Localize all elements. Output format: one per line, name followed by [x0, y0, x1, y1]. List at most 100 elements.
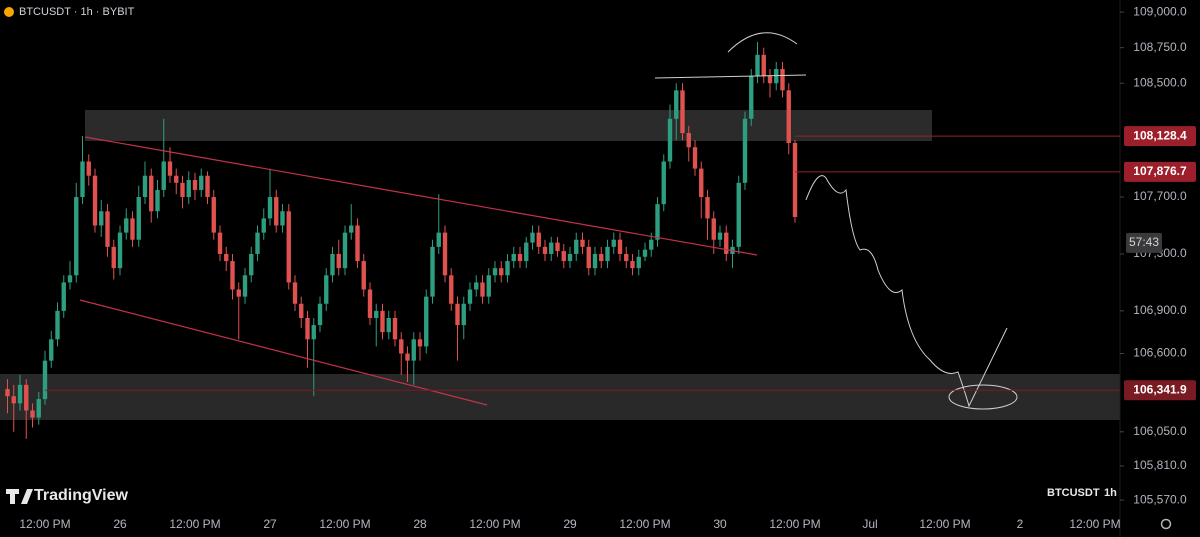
- candle-body: [686, 133, 691, 148]
- candle-body: [474, 282, 479, 290]
- candle-body: [786, 90, 791, 143]
- candle-body: [380, 310, 385, 333]
- price-label-box: [1124, 161, 1196, 182]
- candle-body: [580, 239, 585, 247]
- support-zone: [0, 374, 1120, 420]
- candle-body: [92, 175, 98, 226]
- brand-logo: TradingView: [6, 487, 129, 504]
- candle-body: [274, 197, 279, 226]
- y-tick-label: 105,810.0: [1133, 458, 1187, 472]
- candle-body: [667, 118, 673, 162]
- drawing-line: [654, 74, 807, 79]
- candle-body: [680, 90, 685, 134]
- x-tick-label: 12:00 PM: [319, 517, 370, 531]
- candle-body: [174, 175, 179, 183]
- candle-body: [692, 147, 698, 169]
- trendline: [79, 299, 488, 406]
- candle-body: [774, 69, 779, 84]
- candle-body: [161, 161, 166, 190]
- candle-body: [86, 161, 91, 176]
- settings-icon[interactable]: [1160, 518, 1172, 530]
- candle-body: [155, 189, 160, 212]
- candle-body: [492, 268, 498, 276]
- candle-body: [742, 118, 748, 183]
- candle-body: [411, 339, 416, 361]
- candle-body: [217, 232, 223, 254]
- candle-body: [199, 175, 204, 190]
- candle-body: [255, 232, 260, 254]
- candle-body: [499, 268, 504, 276]
- candle-body: [305, 317, 310, 340]
- candle-body: [242, 275, 248, 297]
- candle-body: [699, 168, 704, 198]
- candle-body: [317, 303, 323, 326]
- x-tick-label: 12:00 PM: [469, 517, 520, 531]
- candle-body: [486, 275, 491, 297]
- price-label-box: [1124, 126, 1196, 147]
- y-tick-label: 108,500.0: [1133, 75, 1187, 89]
- candle-body: [467, 289, 473, 304]
- x-tick-label: 2: [1017, 517, 1024, 531]
- candle-body: [674, 90, 679, 119]
- candle-body: [386, 317, 391, 333]
- candle-body: [330, 253, 335, 276]
- x-tick-label: 30: [713, 517, 727, 531]
- candle-body: [749, 76, 754, 119]
- candle-body: [586, 246, 591, 269]
- x-tick-label: 12:00 PM: [169, 517, 220, 531]
- candle-body: [11, 396, 16, 404]
- candle-body: [405, 353, 410, 361]
- candle-body: [717, 232, 723, 240]
- x-tick-label: 12:00 PM: [919, 517, 970, 531]
- countdown: 57:43: [1129, 235, 1159, 249]
- x-tick-label: 12:00 PM: [769, 517, 820, 531]
- candle-body: [630, 261, 635, 269]
- countdown-box: [1126, 232, 1162, 253]
- y-tick-label: 108,750.0: [1133, 40, 1187, 54]
- candle-body: [711, 218, 716, 240]
- candle-body: [461, 303, 466, 326]
- chart-title: BTCUSDT · 1h · BYBIT: [19, 6, 135, 18]
- candle-body: [30, 410, 35, 418]
- candle-body: [780, 69, 785, 91]
- y-tick-label: 106,050.0: [1133, 424, 1187, 438]
- candle-body: [542, 246, 548, 254]
- price-label-box: [1124, 380, 1196, 401]
- candle-body: [374, 310, 379, 318]
- candles: [5, 41, 798, 439]
- candle-body: [17, 384, 23, 404]
- candle-body: [592, 253, 598, 269]
- x-tick-label: 27: [263, 517, 277, 531]
- candle-body: [430, 246, 435, 297]
- candle-body: [724, 232, 729, 254]
- x-tick-label: 29: [563, 517, 577, 531]
- candle-body: [505, 261, 510, 276]
- candle-body: [61, 282, 66, 311]
- candle-body: [561, 251, 566, 262]
- candle-body: [224, 253, 229, 262]
- candle-body: [574, 239, 579, 254]
- candle-body: [186, 179, 191, 198]
- candle-body: [249, 253, 254, 276]
- price-label: 108,128.4: [1133, 128, 1187, 142]
- x-tick-label: 26: [113, 517, 127, 531]
- candle-body: [436, 232, 441, 247]
- price-label: 106,341.9: [1133, 382, 1187, 396]
- x-tick-label: 12:00 PM: [619, 517, 670, 531]
- drawing-arc: [727, 32, 798, 53]
- candle-body: [117, 232, 123, 269]
- candle-body: [211, 197, 216, 233]
- candle-body: [349, 225, 354, 233]
- candle-body: [180, 182, 185, 198]
- candle-body: [549, 242, 554, 254]
- candle-body: [555, 242, 560, 252]
- price-label: 107,876.7: [1133, 164, 1187, 178]
- trendline: [84, 136, 758, 256]
- candle-body: [649, 239, 654, 250]
- y-tick-label: 107,700.0: [1133, 189, 1187, 203]
- x-tick-label: 12:00 PM: [1069, 517, 1120, 531]
- candle-body: [236, 289, 241, 297]
- candle-body: [399, 339, 404, 354]
- candle-body: [392, 317, 398, 340]
